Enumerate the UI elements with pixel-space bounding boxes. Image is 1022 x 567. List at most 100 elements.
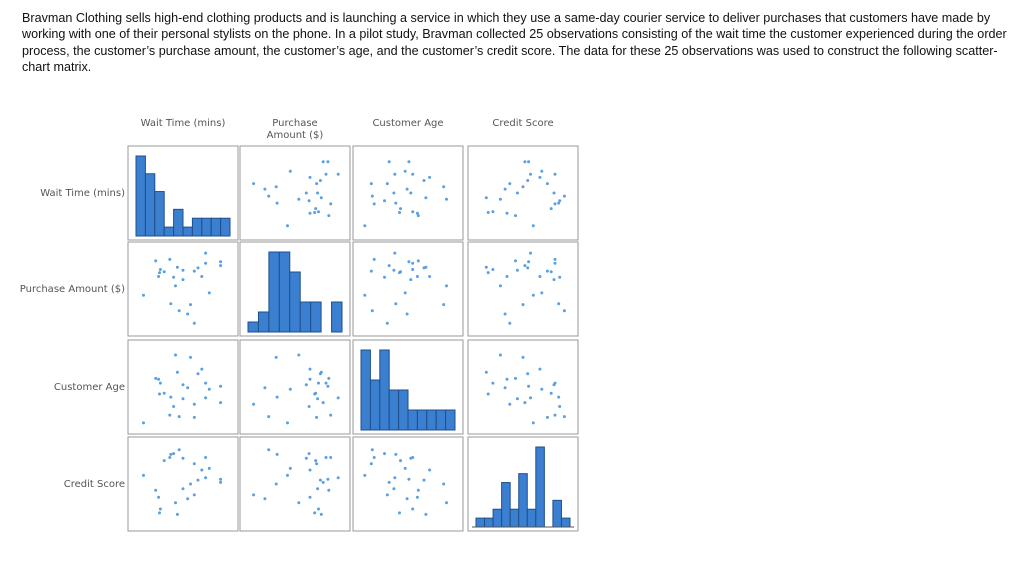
scatter-point — [158, 271, 161, 275]
scatter-point — [514, 214, 517, 218]
scatter-point — [372, 202, 376, 206]
scatter-point — [154, 376, 158, 380]
scatter-point — [523, 401, 527, 405]
scatter-point — [523, 264, 527, 268]
scatter-point — [385, 493, 389, 497]
histogram-bar — [501, 482, 511, 528]
scatter-point — [297, 197, 301, 201]
scatter-point — [387, 160, 391, 164]
scatter-point — [538, 275, 542, 278]
scatter-point — [553, 172, 557, 176]
scatter-point — [157, 495, 161, 499]
scatter-point — [162, 459, 166, 463]
scatter-point — [422, 179, 426, 182]
scatter-point — [319, 196, 323, 200]
scatter-point — [252, 182, 256, 186]
scatter-point — [521, 303, 525, 307]
scatter-point — [304, 191, 308, 195]
scatter-point — [383, 199, 386, 203]
histogram-bar — [426, 409, 437, 431]
scatter-point — [486, 392, 490, 396]
scatter-point — [549, 207, 553, 211]
scatter-point — [315, 462, 319, 466]
scatter-point — [317, 381, 320, 385]
scatter-point — [399, 270, 402, 274]
cell-frame — [352, 436, 464, 532]
scatter-point — [526, 372, 530, 376]
histogram-bar — [552, 499, 562, 528]
scatter-point — [196, 266, 200, 270]
scatter-point — [181, 278, 185, 282]
scatter-point — [316, 191, 320, 195]
scatter-point — [321, 480, 325, 484]
histogram-bar — [445, 409, 456, 431]
scatter-point — [486, 271, 490, 275]
scatter-point — [175, 512, 179, 516]
scatter-point — [540, 291, 544, 295]
scatter-point — [508, 182, 512, 186]
scatter-point — [498, 197, 502, 201]
scatter-point — [174, 284, 177, 288]
histogram-bar — [310, 301, 322, 333]
scatter-point — [562, 309, 566, 313]
scatter-point — [515, 397, 519, 401]
scatter-purchase-amount-vs-wait-time-mins — [127, 241, 239, 337]
scatter-point — [392, 487, 396, 491]
scatter-point — [428, 468, 432, 472]
scatter-point — [181, 268, 185, 272]
scatter-point — [398, 211, 401, 214]
scatter-point — [498, 284, 502, 288]
scatter-point — [515, 191, 519, 195]
scatter-point — [321, 160, 325, 164]
scatter-point — [498, 353, 502, 357]
scatter-point — [252, 493, 256, 497]
histogram-bar — [191, 217, 203, 237]
scatter-point — [297, 501, 301, 505]
scatter-point — [308, 367, 312, 371]
scatter-point — [407, 260, 411, 264]
scatter-point — [383, 275, 386, 279]
scatter-point — [503, 187, 507, 191]
scatter-point — [219, 260, 223, 264]
scatter-point — [207, 291, 211, 295]
scatter-point — [177, 448, 181, 452]
scatter-point — [158, 392, 161, 396]
scatter-point — [553, 381, 557, 385]
scatter-point — [557, 201, 561, 205]
histogram-bar — [154, 191, 165, 237]
column-header-customer-age: Customer Age — [372, 118, 443, 129]
row-labels: Wait Time (mins) Purchase Amount ($) Custo… — [20, 188, 125, 490]
scatter-point — [326, 160, 330, 164]
scatter-point — [274, 482, 278, 486]
scatter-point — [267, 415, 271, 419]
histogram-bar — [173, 208, 184, 237]
scatter-purchase-amount-vs-customer-age — [352, 241, 464, 337]
scatter-point — [307, 452, 311, 456]
scatter-point — [428, 175, 432, 179]
histogram-bar — [509, 508, 520, 528]
scatter-point — [387, 264, 391, 268]
scatter-point — [415, 211, 419, 215]
scatter-point — [186, 312, 190, 316]
scatter-point — [204, 476, 208, 480]
scatter-point — [315, 415, 319, 419]
scatter-point — [411, 268, 415, 271]
scatter-point — [363, 224, 367, 228]
scatter-point — [304, 383, 308, 387]
cell-frame — [239, 145, 351, 241]
scatter-point — [505, 211, 509, 215]
scatter-point — [324, 456, 328, 459]
scatter-point — [415, 275, 419, 278]
scatter-point — [393, 476, 397, 480]
scatter-point — [200, 275, 204, 278]
scatter-point — [175, 370, 179, 374]
scatter-point — [558, 275, 562, 279]
scatter-point — [529, 172, 532, 176]
cell-frame — [352, 145, 464, 241]
scatter-point — [553, 413, 557, 417]
histogram-bar — [475, 517, 486, 528]
scatter-point — [545, 269, 549, 273]
scatter-point — [316, 487, 320, 491]
cell-frame — [239, 436, 351, 532]
scatter-point — [308, 495, 312, 499]
